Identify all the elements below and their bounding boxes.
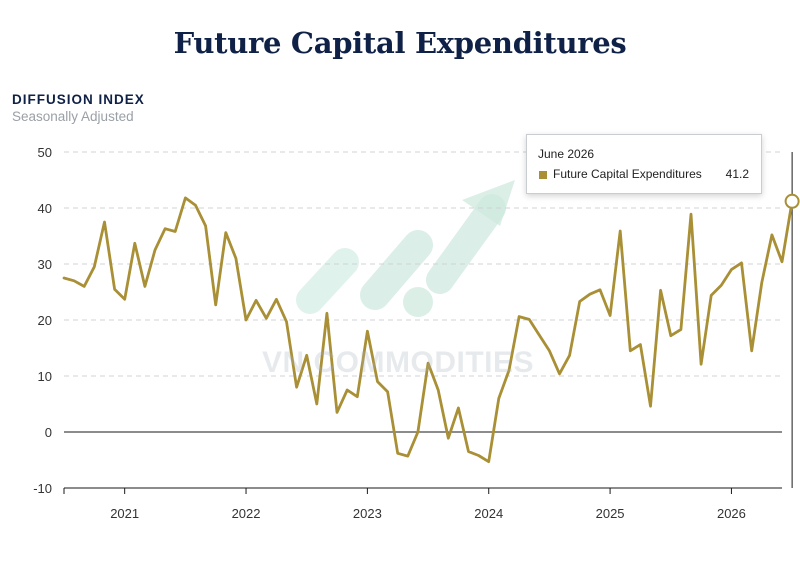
y-tick-label: 30: [38, 257, 52, 272]
tooltip-date: June 2026: [538, 147, 595, 161]
x-tick-label: 2024: [474, 506, 503, 521]
y-tick-label: -10: [33, 481, 52, 496]
chart-title: Future Capital Expenditures: [173, 26, 627, 60]
series-line-future-capital-expenditures[interactable]: [62, 196, 794, 464]
chart-subtitle: DIFFUSION INDEX: [12, 92, 145, 107]
tooltip-series-name: Future Capital Expenditures: [553, 167, 702, 181]
x-tick-label: 2023: [353, 506, 382, 521]
tooltip: June 2026 Future Capital Expenditures 41…: [526, 134, 762, 194]
y-tick-label: 50: [38, 145, 52, 160]
y-tick-label: 10: [38, 369, 52, 384]
x-tick-label: 2022: [232, 506, 261, 521]
watermark-text: VN COMMODITIES: [262, 346, 535, 379]
y-tick-label: 0: [45, 425, 52, 440]
x-tick-label: 2025: [596, 506, 625, 521]
x-tick-label: 2021: [110, 506, 139, 521]
chart-note: Seasonally Adjusted: [12, 109, 134, 124]
tooltip-value: 41.2: [725, 167, 749, 181]
x-tick-label: 2026: [717, 506, 746, 521]
highlight-marker[interactable]: [784, 193, 800, 209]
tooltip-series-swatch: [539, 171, 547, 179]
y-tick-label: 20: [38, 313, 52, 328]
watermark-logo: [296, 180, 515, 317]
y-tick-label: 40: [38, 201, 52, 216]
